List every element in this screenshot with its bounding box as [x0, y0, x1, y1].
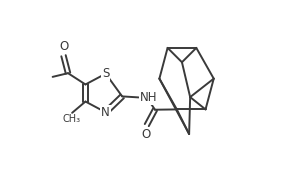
- Text: S: S: [102, 67, 109, 80]
- Text: CH₃: CH₃: [62, 114, 80, 124]
- Text: O: O: [141, 128, 150, 141]
- Text: O: O: [59, 40, 68, 53]
- Text: NH: NH: [140, 91, 158, 104]
- Text: N: N: [101, 106, 110, 119]
